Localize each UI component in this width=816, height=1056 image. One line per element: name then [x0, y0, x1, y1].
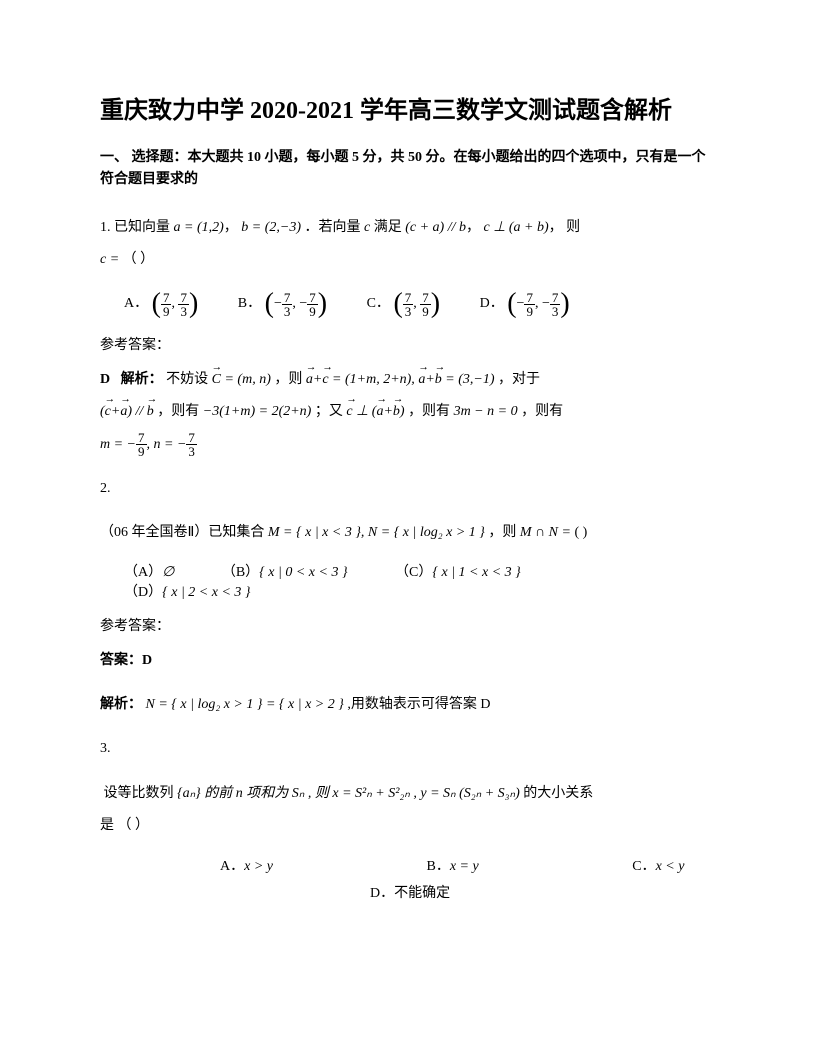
q3-opt-a: A．x > y [220, 854, 273, 881]
q1-final: m = −79, n = −73 [100, 437, 197, 452]
q1-cond2: c ⊥ (a + b) [483, 220, 548, 235]
q1-opt-b: B． (−73, −79) [238, 288, 327, 320]
q1-solution: D 解析： 不妨设 C = (m, n) ，则 a+c = (1+m, 2+n)… [100, 364, 716, 461]
exam-page: 重庆致力中学 2020-2021 学年高三数学文测试题含解析 一、 选择题：本大… [0, 0, 816, 907]
q2-paren: ( ) [574, 525, 587, 540]
question-2: 2. [100, 473, 716, 505]
q3-opt-c: C．x < y [632, 854, 684, 881]
question-3: 3. [100, 733, 716, 765]
q3-body: 设等比数列 {aₙ} 的前 n 项和为 Sₙ , 则 x = S²ₙ + S²₂… [100, 778, 716, 842]
q1-step1-end: ，对于 [498, 372, 540, 387]
q1-pre: 已知向量 [114, 220, 170, 235]
q1-opt-a-label: A． [124, 296, 148, 311]
q2-answer: 答案：D [100, 645, 716, 677]
q1-step1-pre: 不妨设 [166, 372, 208, 387]
q1-ceq: c = [100, 252, 119, 267]
q1-blank: （ ） [123, 252, 155, 267]
q2-body: （06 年全国卷Ⅱ）已知集合 M = { x | x < 3 }, N = { … [100, 517, 716, 549]
q1-after: ．若向量 [305, 220, 361, 235]
q1-step2-again: ；又 [315, 404, 343, 419]
q1-step2-end: ，则有 [521, 404, 563, 419]
q1-c: c [364, 220, 370, 235]
q2-opt-c: （C）{ x | 1 < x < 3 } [395, 561, 521, 581]
q3-number: 3. [100, 741, 111, 756]
q3-expr: {aₙ} 的前 n 项和为 Sₙ , 则 x = S²ₙ + S²₂ₙ , y … [177, 786, 520, 801]
q1-opt-b-label: B． [238, 296, 261, 311]
page-title: 重庆致力中学 2020-2021 学年高三数学文测试题含解析 [100, 90, 716, 125]
q2-number: 2. [100, 481, 111, 496]
q3-opt-d: D．不能确定 [370, 886, 450, 901]
q1-opt-d: D． (−79, −73) [480, 288, 570, 320]
q2-mn: M ∩ N = [520, 525, 571, 540]
q1-step2-eq2: 3m − n = 0 [454, 404, 518, 419]
q1-opt-a: A． (79, 73) [124, 288, 198, 320]
q1-options: A． (79, 73) B． (−73, −79) C． (73, 79) D．… [124, 288, 716, 320]
q2-opt-d: （D）{ x | 2 < x < 3 } [124, 581, 251, 601]
q2-analysis-end: ,用数轴表示可得答案 D [347, 697, 490, 712]
q1-step2-mid: ，则有 [157, 404, 199, 419]
q1-step2-eq: −3(1+m) = 2(2+n) [203, 404, 312, 419]
q1-number: 1. [100, 220, 111, 235]
q2-analysis: 解析： N = { x | log₂ x > 1 } = { x | x > 2… [100, 689, 716, 721]
q1-step1-then: ，则 [274, 372, 302, 387]
q2-options: （A）∅ （B）{ x | 0 < x < 3 } （C）{ x | 1 < x… [124, 561, 716, 601]
q1-step2-mid2: ，则有 [408, 404, 450, 419]
q2-ans-letter: D [142, 653, 152, 668]
q2-analysis-eq: N = { x | log₂ x > 1 } = { x | x > 2 } [146, 697, 344, 712]
q1-vec-a: a = (1,2) [174, 220, 224, 235]
q2-prefix: （06 年全国卷Ⅱ）已知集合 [100, 525, 264, 540]
q2-opt-a: （A）∅ [124, 561, 174, 581]
q1-opt-c-label: C． [367, 296, 390, 311]
q2-ans-label: 答案： [100, 653, 142, 668]
q3-options: A．x > y B．x = y C．x < y D．不能确定 [220, 854, 716, 907]
q1-satisfies: 满足 [374, 220, 402, 235]
q1-analysis-label: 解析： [121, 372, 163, 387]
q1-vec-b: b = (2,−3) [241, 220, 301, 235]
q1-answer-letter: D [100, 372, 110, 387]
q1-cond1: (c + a) // b [405, 220, 466, 235]
section-intro: 一、 选择题：本大题共 10 小题，每小题 5 分，共 50 分。在每小题给出的… [100, 147, 716, 192]
q3-opt-b: B．x = y [427, 854, 479, 881]
q1-opt-d-label: D． [480, 296, 504, 311]
q1-then: 则 [566, 220, 580, 235]
q1-answer-label: 参考答案： [100, 334, 716, 354]
q2-then: ，则 [488, 525, 516, 540]
q1-opt-c: C． (73, 79) [367, 288, 441, 320]
q3-line2: 是 （ ） [100, 818, 149, 833]
q3-pre: 设等比数列 [104, 786, 174, 801]
q2-analysis-label: 解析： [100, 697, 142, 712]
question-1: 1. 已知向量 a = (1,2)， b = (2,−3) ．若向量 c 满足 … [100, 212, 716, 276]
q3-post: 的大小关系 [523, 786, 593, 801]
q2-sets: M = { x | x < 3 }, N = { x | log₂ x > 1 … [268, 525, 485, 540]
q2-opt-b: （B）{ x | 0 < x < 3 } [222, 561, 348, 581]
q2-answer-label: 参考答案： [100, 615, 716, 635]
